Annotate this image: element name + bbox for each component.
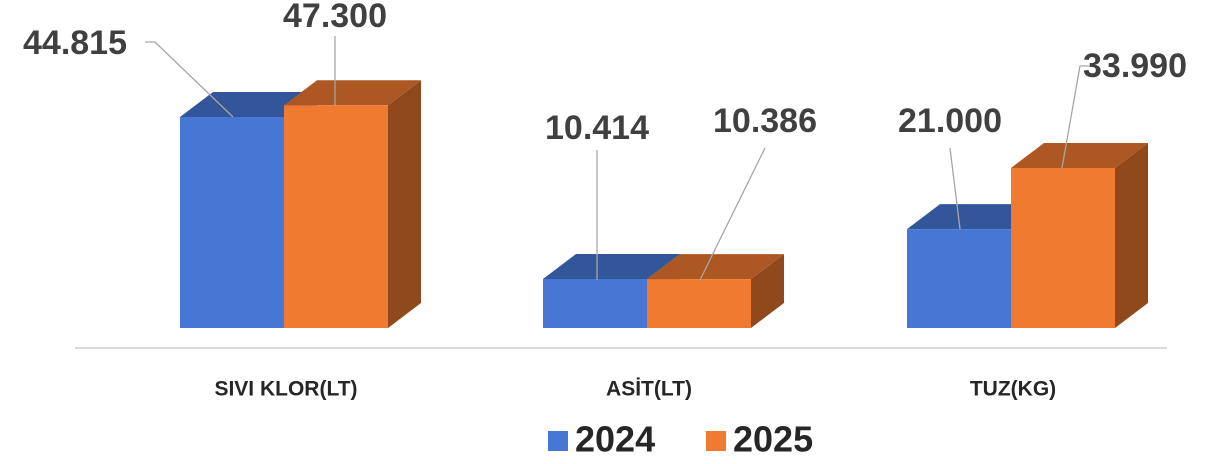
bar-top [1011, 142, 1148, 168]
data-label: 21.000 [898, 102, 1002, 140]
bar [647, 279, 751, 328]
bar-top [647, 254, 784, 280]
legend-label: 2024 [575, 419, 655, 460]
legend-swatch [706, 431, 726, 451]
bar [1011, 167, 1115, 328]
bar [284, 105, 388, 328]
bar-side [751, 254, 784, 328]
x-tick-label: TUZ(KG) [970, 378, 1056, 401]
legend-swatch [548, 431, 568, 451]
bar-side [388, 80, 421, 328]
leader-line [145, 41, 234, 118]
bar [180, 117, 284, 328]
bar [543, 278, 647, 328]
bar-top [543, 253, 680, 279]
data-label: 33.990 [1083, 47, 1187, 85]
data-label: 10.386 [713, 102, 817, 140]
x-tick-label: SIVI KLOR(LT) [214, 378, 357, 401]
x-tick-label: ASİT(LT) [606, 378, 692, 401]
data-label: 44.815 [23, 24, 127, 62]
bar-top [907, 204, 1044, 230]
bar-top [284, 80, 421, 106]
data-label: 47.300 [283, 0, 387, 35]
bar-side [1115, 142, 1148, 328]
bar [907, 229, 1011, 328]
data-label: 10.414 [545, 109, 649, 147]
leader-line [699, 147, 766, 281]
legend-label: 2025 [733, 419, 813, 460]
leader-line [949, 147, 961, 230]
leader-line [1061, 65, 1095, 169]
